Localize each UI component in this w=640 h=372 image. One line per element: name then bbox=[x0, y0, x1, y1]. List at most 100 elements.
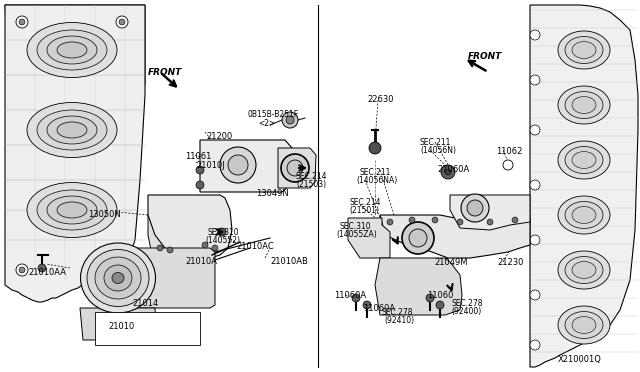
Circle shape bbox=[402, 222, 434, 254]
Ellipse shape bbox=[47, 36, 97, 64]
Text: 21010AB: 21010AB bbox=[270, 257, 308, 266]
Ellipse shape bbox=[572, 151, 596, 169]
Ellipse shape bbox=[112, 273, 124, 283]
Circle shape bbox=[202, 242, 208, 248]
Text: 21010J: 21010J bbox=[196, 161, 225, 170]
Text: 13050N: 13050N bbox=[88, 210, 121, 219]
Circle shape bbox=[119, 19, 125, 25]
Circle shape bbox=[282, 112, 298, 128]
Circle shape bbox=[287, 160, 303, 176]
Circle shape bbox=[512, 217, 518, 223]
Text: X210001Q: X210001Q bbox=[558, 355, 602, 364]
Text: 21010AA: 21010AA bbox=[28, 268, 66, 277]
Text: SEC.214: SEC.214 bbox=[349, 198, 381, 207]
Polygon shape bbox=[148, 215, 215, 272]
Ellipse shape bbox=[565, 311, 603, 339]
Circle shape bbox=[530, 75, 540, 85]
Circle shape bbox=[281, 154, 309, 182]
Text: 0B15B-B251F: 0B15B-B251F bbox=[248, 110, 299, 119]
Ellipse shape bbox=[558, 251, 610, 289]
Ellipse shape bbox=[572, 317, 596, 334]
Ellipse shape bbox=[57, 42, 87, 58]
Text: 22630: 22630 bbox=[367, 95, 394, 104]
Circle shape bbox=[157, 245, 163, 251]
Ellipse shape bbox=[81, 243, 156, 313]
Polygon shape bbox=[278, 148, 316, 188]
Circle shape bbox=[218, 228, 226, 236]
Polygon shape bbox=[5, 5, 145, 130]
Ellipse shape bbox=[565, 147, 603, 173]
Text: SEC.211: SEC.211 bbox=[360, 168, 392, 177]
Ellipse shape bbox=[558, 306, 610, 344]
Circle shape bbox=[16, 264, 28, 276]
Circle shape bbox=[19, 267, 25, 273]
Circle shape bbox=[432, 217, 438, 223]
Text: 13049N: 13049N bbox=[256, 189, 289, 198]
Text: (14055ZA): (14055ZA) bbox=[336, 230, 377, 239]
Ellipse shape bbox=[87, 250, 149, 307]
Text: 21010: 21010 bbox=[108, 322, 134, 331]
Ellipse shape bbox=[27, 183, 117, 237]
Ellipse shape bbox=[565, 36, 603, 64]
Text: SEC.310: SEC.310 bbox=[207, 228, 239, 237]
Polygon shape bbox=[380, 215, 530, 258]
Circle shape bbox=[116, 264, 128, 276]
Polygon shape bbox=[530, 5, 638, 367]
Text: (14056NA): (14056NA) bbox=[356, 176, 397, 185]
Circle shape bbox=[116, 16, 128, 28]
Circle shape bbox=[196, 166, 204, 174]
Ellipse shape bbox=[572, 42, 596, 58]
Ellipse shape bbox=[558, 196, 610, 234]
Circle shape bbox=[369, 142, 381, 154]
Circle shape bbox=[436, 301, 444, 309]
Circle shape bbox=[352, 294, 360, 302]
Ellipse shape bbox=[565, 202, 603, 228]
Circle shape bbox=[461, 194, 489, 222]
Circle shape bbox=[487, 219, 493, 225]
Ellipse shape bbox=[57, 122, 87, 138]
Text: 11060: 11060 bbox=[427, 291, 453, 300]
Circle shape bbox=[503, 160, 513, 170]
Text: 11062: 11062 bbox=[496, 147, 522, 156]
Circle shape bbox=[363, 301, 371, 309]
Circle shape bbox=[457, 219, 463, 225]
Ellipse shape bbox=[57, 202, 87, 218]
Text: SEC.310: SEC.310 bbox=[340, 222, 372, 231]
Circle shape bbox=[167, 247, 173, 253]
Circle shape bbox=[445, 169, 451, 175]
Polygon shape bbox=[348, 218, 390, 258]
Text: SEC.278: SEC.278 bbox=[382, 308, 413, 317]
Circle shape bbox=[530, 235, 540, 245]
Ellipse shape bbox=[558, 86, 610, 124]
Text: SEC.278: SEC.278 bbox=[451, 299, 483, 308]
Circle shape bbox=[409, 229, 427, 247]
Text: (21503): (21503) bbox=[296, 180, 326, 189]
Ellipse shape bbox=[558, 141, 610, 179]
Circle shape bbox=[119, 267, 125, 273]
Polygon shape bbox=[375, 258, 462, 315]
Circle shape bbox=[19, 19, 25, 25]
Polygon shape bbox=[95, 312, 200, 345]
Ellipse shape bbox=[565, 257, 603, 283]
Text: 21049M: 21049M bbox=[434, 258, 467, 267]
Ellipse shape bbox=[572, 262, 596, 279]
Circle shape bbox=[530, 30, 540, 40]
Text: 27060A: 27060A bbox=[437, 165, 469, 174]
Circle shape bbox=[212, 245, 218, 251]
Polygon shape bbox=[80, 308, 157, 340]
Circle shape bbox=[441, 165, 455, 179]
Circle shape bbox=[220, 147, 256, 183]
Text: 21010AC: 21010AC bbox=[236, 242, 274, 251]
Polygon shape bbox=[118, 248, 215, 308]
Text: 11060A: 11060A bbox=[334, 291, 366, 300]
Circle shape bbox=[467, 200, 483, 216]
Ellipse shape bbox=[27, 103, 117, 157]
Text: (92410): (92410) bbox=[384, 316, 414, 325]
Circle shape bbox=[286, 116, 294, 124]
Text: FRONT: FRONT bbox=[468, 52, 502, 61]
Text: (140552): (140552) bbox=[205, 236, 240, 245]
Text: 11061: 11061 bbox=[185, 152, 211, 161]
Ellipse shape bbox=[47, 116, 97, 144]
Circle shape bbox=[530, 180, 540, 190]
Ellipse shape bbox=[572, 96, 596, 113]
